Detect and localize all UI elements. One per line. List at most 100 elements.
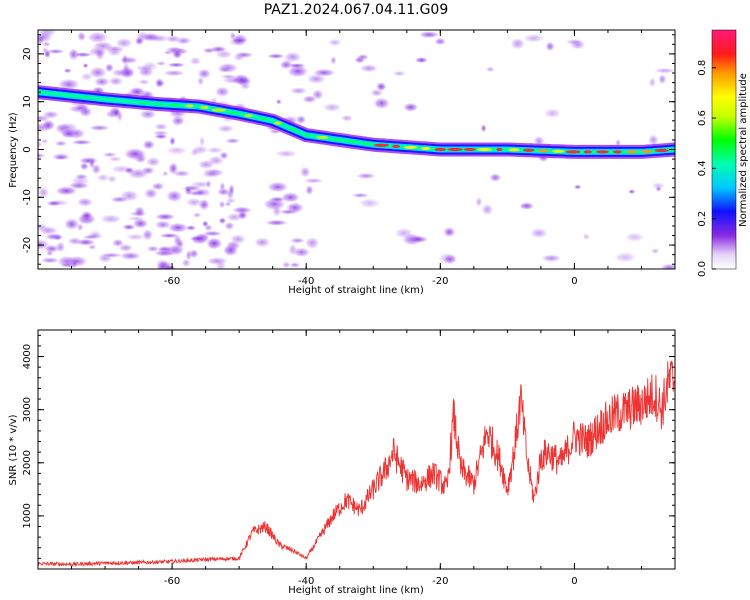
- heatmap-noise-cell: [57, 78, 81, 91]
- ridge-hotspot: [508, 148, 520, 152]
- heatmap-noise-cell: [658, 73, 667, 85]
- heatmap-noise-cell: [181, 258, 192, 268]
- heatmap-noise-cell: [359, 64, 379, 73]
- ridge-hotspot: [199, 105, 209, 110]
- heatmap-noise-cell: [194, 188, 207, 197]
- heatmap-noise-cell: [442, 226, 456, 238]
- heatmap-noise-cell: [357, 197, 382, 209]
- y-tick-label: 4000: [22, 344, 33, 369]
- heatmap-noise-cell: [289, 237, 306, 244]
- heatmap-noise-cell: [189, 56, 202, 66]
- colorbar-ticks: 0.0 0.2 0.4 0.6 0.8: [697, 60, 716, 277]
- heatmap-noise-cell: [227, 37, 248, 47]
- heatmap-noise-cell: [104, 62, 114, 73]
- heatmap-noise-cell: [488, 173, 502, 183]
- heatmap-noise-cell: [149, 34, 170, 43]
- heatmap-noise-cell: [41, 46, 49, 54]
- heatmap-noise-cell: [569, 39, 586, 50]
- heatmap-noise-cell: [434, 37, 447, 46]
- heatmap-noise-cell: [114, 37, 134, 49]
- y-tick-label: 0: [22, 146, 33, 152]
- heatmap-noise-cell: [327, 38, 343, 47]
- heatmap-noise-cell: [330, 55, 337, 65]
- heatmap-noise-cell: [38, 186, 50, 199]
- heatmap-noise-cell: [659, 263, 675, 269]
- heatmap-noise-cell: [164, 34, 182, 43]
- heatmap-noise-cell: [205, 237, 224, 250]
- heatmap-noise-cell: [74, 173, 89, 181]
- heatmap-noise-cell: [648, 77, 656, 88]
- heatmap-noise-cell: [280, 191, 301, 203]
- ridge-hotspot: [654, 148, 669, 153]
- y-tick-label: 20: [22, 48, 33, 61]
- heatmap-noise-cell: [205, 146, 225, 154]
- heatmap-noise-cell: [96, 173, 110, 182]
- heatmap-noise-cell: [652, 67, 675, 74]
- heatmap-noise-cell: [168, 161, 179, 175]
- heatmap-noise-cell: [169, 136, 176, 146]
- heatmap-noise-cell: [78, 106, 93, 118]
- heatmap-noise-cell: [109, 196, 130, 203]
- ridge-hotspot: [244, 114, 254, 118]
- heatmap-noise-cell: [407, 235, 429, 244]
- heatmap-noise-cell: [355, 172, 377, 180]
- heatmap-noise-cell: [88, 156, 96, 170]
- heatmap-noise-cell: [393, 227, 414, 239]
- heatmap-noise-cell: [63, 68, 73, 74]
- heatmap-noise-cell: [220, 74, 238, 80]
- heatmap-noise-cell: [188, 235, 207, 242]
- heatmap-noise-cell: [228, 183, 235, 196]
- x-tick-label: -60: [164, 276, 180, 287]
- heatmap-noise-cell: [38, 114, 52, 123]
- heatmap-noise-cell: [225, 212, 244, 222]
- heatmap-noise-cell: [414, 56, 429, 64]
- ridge-hotspot: [522, 148, 535, 152]
- heatmap-noise-cell: [122, 62, 131, 75]
- ridge-hotspot: [496, 147, 503, 152]
- heatmap-noise-cell: [165, 189, 183, 203]
- x-tick-label: -60: [164, 576, 180, 587]
- heatmap-noise-cell: [485, 66, 496, 73]
- heatmap-noise-cell: [143, 187, 159, 200]
- heatmap-noise-cell: [207, 155, 225, 166]
- heatmap-noise-cell: [72, 52, 93, 58]
- heatmap-noise-cell: [475, 196, 483, 208]
- heatmap-noise-cell: [274, 149, 299, 158]
- heatmap-noise-cell: [86, 31, 110, 44]
- heatmap-noise-cell: [289, 262, 301, 268]
- heatmap-noise-cell: [142, 139, 156, 150]
- ridge-hotspot: [447, 147, 463, 152]
- heatmap-noise-cell: [651, 181, 666, 190]
- ridge-hotspot: [626, 150, 638, 154]
- heatmap-noise-cell: [289, 86, 308, 95]
- ridge-hotspot: [612, 150, 622, 154]
- ridge-hotspot: [289, 127, 297, 132]
- x-tick-label: 0: [571, 576, 577, 587]
- colorbar-tick-label: 0.2: [697, 211, 708, 227]
- heatmap-noise-cell: [56, 255, 77, 268]
- heatmap-noise-cell: [99, 214, 123, 224]
- heatmap-noise-cell: [372, 97, 391, 110]
- heatmap-noise-cell: [151, 182, 165, 191]
- heatmap-noise-cell: [88, 66, 108, 79]
- heatmap-noise-cell: [253, 237, 271, 248]
- heatmap-noise-cell: [217, 66, 232, 73]
- heatmap-noise-cell: [87, 244, 97, 250]
- heatmap-noise-cell: [162, 69, 186, 77]
- ridge-hotspot: [185, 104, 194, 108]
- colorbar-tick-label: 0.8: [697, 60, 708, 76]
- heatmap-noise-cell: [216, 124, 236, 133]
- heatmap-noise-cell: [613, 251, 638, 263]
- snr-y-label: SNR (10 * v/v): [8, 414, 19, 485]
- heatmap-noise-cell: [154, 220, 172, 230]
- heatmap-noise-cell: [418, 30, 440, 39]
- heatmap-noise-cell: [100, 252, 124, 258]
- heatmap-noise-cell: [295, 114, 307, 125]
- ridge-hotspot: [552, 149, 565, 153]
- heatmap-noise-cell: [655, 185, 662, 193]
- y-tick-label: 3000: [22, 397, 33, 422]
- heatmap-noise-cell: [209, 45, 228, 53]
- figure-title: PAZ1.2024.067.04.11.G09: [264, 2, 449, 18]
- ridge-hotspot: [211, 108, 227, 112]
